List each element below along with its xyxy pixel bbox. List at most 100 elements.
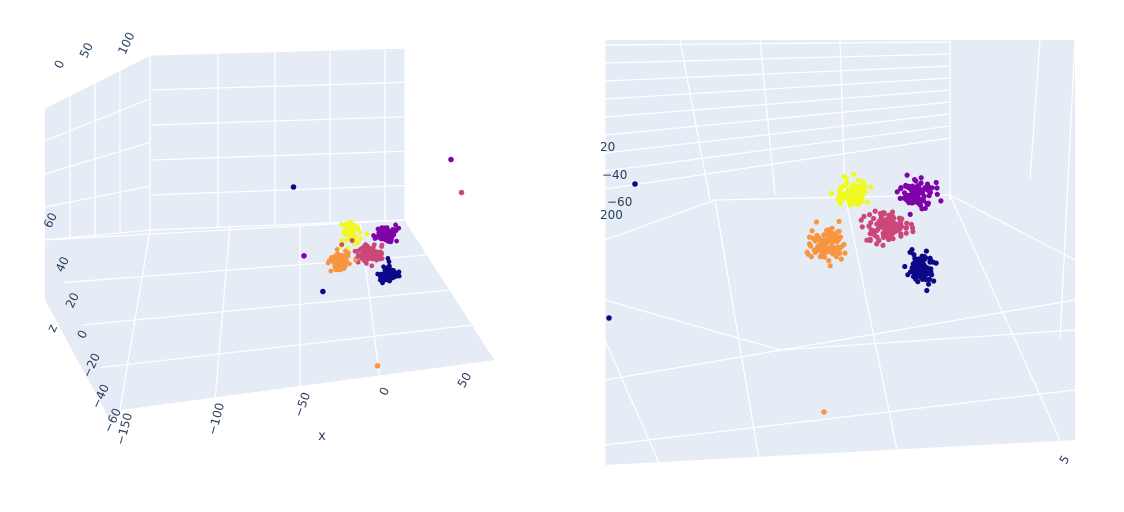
data-point[interactable] <box>859 186 865 192</box>
data-point[interactable] <box>393 222 398 228</box>
data-point[interactable] <box>333 264 339 270</box>
outlier-point[interactable] <box>374 363 381 369</box>
data-point[interactable] <box>379 236 385 242</box>
data-point[interactable] <box>334 247 340 252</box>
data-point[interactable] <box>851 171 857 177</box>
data-point[interactable] <box>336 256 342 261</box>
data-point[interactable] <box>390 270 396 276</box>
data-point[interactable] <box>377 228 383 234</box>
data-point[interactable] <box>918 180 924 186</box>
data-point[interactable] <box>883 216 889 223</box>
outlier-point[interactable] <box>821 409 827 415</box>
data-point[interactable] <box>353 257 358 263</box>
data-point[interactable] <box>359 246 365 251</box>
left-scene[interactable]: −150 −100 −50 0 50 x −60 −40 −20 0 20 40… <box>41 30 496 447</box>
outlier-point[interactable] <box>458 189 465 196</box>
data-point[interactable] <box>396 269 402 275</box>
data-point[interactable] <box>890 236 896 242</box>
data-point[interactable] <box>920 266 926 272</box>
data-point[interactable] <box>904 172 910 178</box>
data-point[interactable] <box>894 189 900 195</box>
data-point[interactable] <box>880 230 887 236</box>
data-point[interactable] <box>825 232 831 238</box>
data-point[interactable] <box>886 229 893 235</box>
outlier-point[interactable] <box>290 184 297 190</box>
data-point[interactable] <box>871 215 877 222</box>
data-point[interactable] <box>385 273 391 279</box>
data-point[interactable] <box>806 234 813 240</box>
data-point[interactable] <box>829 239 835 245</box>
data-point[interactable] <box>838 194 844 201</box>
data-point[interactable] <box>915 192 921 198</box>
data-point[interactable] <box>828 190 835 196</box>
data-point[interactable] <box>375 250 381 256</box>
outlier-point[interactable] <box>320 288 326 295</box>
data-point[interactable] <box>851 200 857 206</box>
data-point[interactable] <box>818 245 824 251</box>
data-point[interactable] <box>356 253 362 259</box>
data-point[interactable] <box>339 242 345 248</box>
data-point[interactable] <box>378 273 384 279</box>
data-point[interactable] <box>390 231 396 237</box>
data-point[interactable] <box>842 182 849 189</box>
outlier-point[interactable] <box>606 315 612 321</box>
data-point[interactable] <box>836 236 842 242</box>
data-point[interactable] <box>364 231 370 237</box>
data-point[interactable] <box>921 275 928 282</box>
data-point[interactable] <box>348 226 354 232</box>
data-point[interactable] <box>915 183 921 189</box>
data-point[interactable] <box>346 250 351 256</box>
data-point[interactable] <box>861 213 867 219</box>
data-point[interactable] <box>390 227 396 232</box>
data-point[interactable] <box>895 227 901 233</box>
data-point[interactable] <box>842 250 848 256</box>
data-point[interactable] <box>827 263 833 269</box>
data-point[interactable] <box>924 287 930 294</box>
right-scene[interactable]: 20 −40 −60 200 5 <box>600 39 1076 467</box>
right-points-layer[interactable] <box>606 171 944 415</box>
data-point[interactable] <box>854 185 860 191</box>
data-point[interactable] <box>381 264 386 270</box>
data-point[interactable] <box>880 234 887 240</box>
data-point[interactable] <box>344 227 350 233</box>
data-point[interactable] <box>898 233 904 239</box>
data-point[interactable] <box>933 179 939 186</box>
data-point[interactable] <box>868 184 874 190</box>
data-point[interactable] <box>344 259 350 265</box>
data-point[interactable] <box>864 199 871 205</box>
data-point[interactable] <box>379 242 385 248</box>
data-point[interactable] <box>358 236 364 242</box>
data-point[interactable] <box>913 178 919 184</box>
outlier-point[interactable] <box>301 253 307 259</box>
data-point[interactable] <box>859 193 865 199</box>
data-point[interactable] <box>813 236 819 243</box>
data-point[interactable] <box>328 268 334 274</box>
data-point[interactable] <box>924 186 930 192</box>
data-point[interactable] <box>386 230 392 236</box>
data-point[interactable] <box>903 225 909 231</box>
data-point[interactable] <box>903 230 909 236</box>
data-point[interactable] <box>909 247 915 253</box>
data-point[interactable] <box>911 252 917 258</box>
data-point[interactable] <box>808 254 815 260</box>
data-point[interactable] <box>938 198 944 204</box>
data-point[interactable] <box>877 210 884 217</box>
data-point[interactable] <box>823 247 829 253</box>
data-point[interactable] <box>836 188 843 194</box>
data-point[interactable] <box>355 240 361 246</box>
data-point[interactable] <box>918 175 924 181</box>
data-point[interactable] <box>325 260 331 266</box>
data-point[interactable] <box>827 245 833 251</box>
data-point[interactable] <box>833 245 839 251</box>
data-point[interactable] <box>934 191 940 197</box>
data-point[interactable] <box>912 264 918 270</box>
data-point[interactable] <box>347 231 353 237</box>
data-point[interactable] <box>382 225 388 231</box>
data-point[interactable] <box>836 228 842 234</box>
data-point[interactable] <box>891 215 897 221</box>
data-point[interactable] <box>375 235 380 240</box>
data-point[interactable] <box>910 228 916 235</box>
data-point[interactable] <box>867 212 873 218</box>
data-point[interactable] <box>396 273 402 279</box>
data-point[interactable] <box>330 255 335 260</box>
